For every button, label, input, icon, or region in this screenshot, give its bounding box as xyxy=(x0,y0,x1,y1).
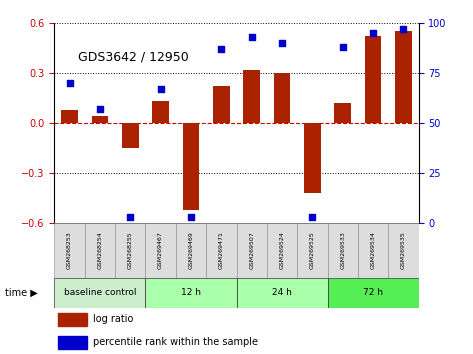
Text: GSM269525: GSM269525 xyxy=(310,232,315,269)
FancyBboxPatch shape xyxy=(54,223,85,278)
Text: GSM269471: GSM269471 xyxy=(219,232,224,269)
Bar xyxy=(92,116,108,123)
Text: time ▶: time ▶ xyxy=(5,288,37,298)
Bar xyxy=(334,103,351,123)
FancyBboxPatch shape xyxy=(388,223,419,278)
Point xyxy=(187,214,195,220)
Text: GSM269524: GSM269524 xyxy=(280,232,285,269)
Bar xyxy=(365,36,381,123)
Text: baseline control: baseline control xyxy=(64,289,136,297)
Point xyxy=(126,214,134,220)
Text: GSM269467: GSM269467 xyxy=(158,232,163,269)
FancyBboxPatch shape xyxy=(236,278,327,308)
Text: 12 h: 12 h xyxy=(181,289,201,297)
Point xyxy=(248,34,255,40)
FancyBboxPatch shape xyxy=(54,278,145,308)
Point xyxy=(278,40,286,46)
Text: GDS3642 / 12950: GDS3642 / 12950 xyxy=(78,51,189,64)
Bar xyxy=(152,101,169,123)
Bar xyxy=(213,86,230,123)
Bar xyxy=(304,123,321,193)
FancyBboxPatch shape xyxy=(327,223,358,278)
Text: GSM269533: GSM269533 xyxy=(340,232,345,269)
Point xyxy=(369,30,377,36)
FancyBboxPatch shape xyxy=(358,223,388,278)
Point xyxy=(308,214,316,220)
Text: 24 h: 24 h xyxy=(272,289,292,297)
FancyBboxPatch shape xyxy=(145,278,236,308)
Bar xyxy=(122,123,139,148)
FancyBboxPatch shape xyxy=(176,223,206,278)
Bar xyxy=(183,123,199,210)
FancyBboxPatch shape xyxy=(145,223,176,278)
Text: GSM269469: GSM269469 xyxy=(188,232,193,269)
Text: GSM268253: GSM268253 xyxy=(67,232,72,269)
FancyBboxPatch shape xyxy=(206,223,236,278)
FancyBboxPatch shape xyxy=(327,278,419,308)
Text: GSM269534: GSM269534 xyxy=(370,232,376,269)
Bar xyxy=(395,32,412,123)
Text: GSM269507: GSM269507 xyxy=(249,232,254,269)
Text: percentile rank within the sample: percentile rank within the sample xyxy=(93,337,258,348)
Bar xyxy=(61,110,78,123)
Bar xyxy=(274,73,290,123)
Point xyxy=(157,86,165,92)
Bar xyxy=(58,313,87,326)
Point xyxy=(96,106,104,112)
Bar xyxy=(58,336,87,349)
Text: GSM268255: GSM268255 xyxy=(128,232,133,269)
FancyBboxPatch shape xyxy=(85,223,115,278)
Point xyxy=(218,46,225,52)
Text: log ratio: log ratio xyxy=(93,314,133,325)
Text: GSM269535: GSM269535 xyxy=(401,232,406,269)
FancyBboxPatch shape xyxy=(297,223,327,278)
Text: 72 h: 72 h xyxy=(363,289,383,297)
Point xyxy=(400,26,407,32)
Text: GSM268254: GSM268254 xyxy=(97,232,103,269)
Point xyxy=(339,44,347,50)
FancyBboxPatch shape xyxy=(267,223,297,278)
Point xyxy=(66,80,73,86)
Bar xyxy=(243,70,260,123)
FancyBboxPatch shape xyxy=(115,223,145,278)
FancyBboxPatch shape xyxy=(236,223,267,278)
